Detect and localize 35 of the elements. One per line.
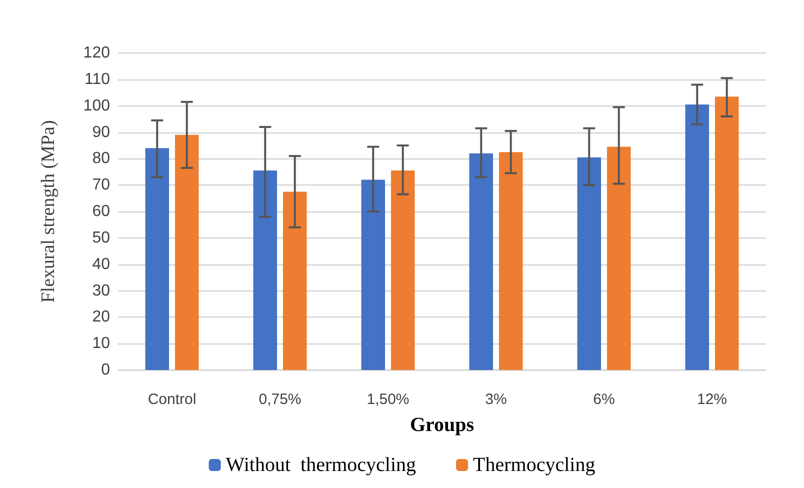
x-tick-label: 1,50% <box>366 391 410 408</box>
y-tick-label: 50 <box>92 229 110 246</box>
bar <box>469 153 494 370</box>
bar <box>282 192 307 370</box>
bar <box>577 157 602 370</box>
y-tick-label: 70 <box>92 176 110 194</box>
y-tick-label: 110 <box>84 70 110 88</box>
x-tick-label: 3% <box>485 391 507 408</box>
x-tick-label: 6% <box>593 391 615 408</box>
legend-label: Without thermocycling <box>226 454 416 476</box>
y-tick-label: 10 <box>92 335 110 352</box>
y-tick-label: 90 <box>92 124 110 141</box>
y-axis-title: Flexural strength (MPa) <box>38 120 59 303</box>
bar <box>498 152 523 370</box>
bar <box>685 104 710 370</box>
x-axis-title: Groups <box>410 414 474 436</box>
bar <box>174 134 199 370</box>
x-tick-label: Control <box>148 391 196 408</box>
x-tick-label: 12% <box>696 391 728 408</box>
bar <box>714 96 739 370</box>
bar <box>361 180 386 370</box>
y-tick-label: 20 <box>92 308 110 326</box>
bar <box>606 146 631 370</box>
x-tick-label: 0,75% <box>258 391 302 408</box>
bar <box>145 148 170 370</box>
y-tick-label: 120 <box>83 44 110 62</box>
bar <box>390 170 415 370</box>
bar <box>253 170 278 370</box>
y-tick-label: 30 <box>92 282 110 300</box>
y-tick-label: 80 <box>92 150 110 168</box>
y-tick-label: 60 <box>92 203 110 220</box>
y-tick-label: 100 <box>83 97 110 114</box>
legend-label: Thermocycling <box>473 454 596 476</box>
y-tick-label: 0 <box>101 362 110 378</box>
y-tick-label: 40 <box>92 256 110 273</box>
